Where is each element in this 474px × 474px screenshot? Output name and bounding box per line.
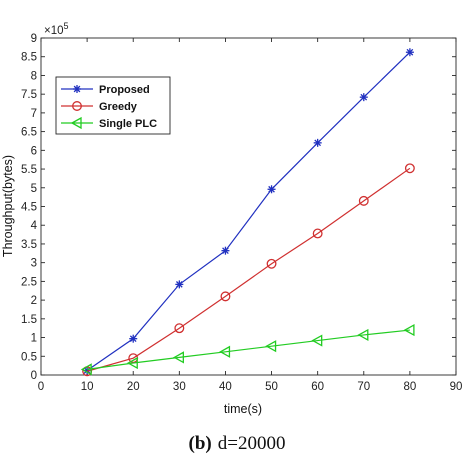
- data-point: [405, 48, 414, 57]
- data-point: [359, 93, 368, 102]
- legend-label: Proposed: [99, 84, 150, 96]
- x-tick-label: 0: [38, 381, 44, 393]
- series-line: [86, 167, 411, 372]
- y-tick-label: 6: [31, 145, 37, 157]
- data-point: [126, 356, 138, 370]
- y-axis-label: Throughput(bytes): [1, 155, 15, 257]
- x-tick-label: 40: [219, 381, 232, 393]
- x-tick-label: 70: [357, 381, 370, 393]
- y-tick-label: 9: [31, 33, 37, 45]
- caption-label: (b): [189, 433, 212, 454]
- caption-text: d=20000: [218, 433, 286, 454]
- data-point: [265, 340, 277, 353]
- legend-marker: [72, 101, 82, 111]
- data-point: [358, 195, 369, 206]
- y-tick-label: 5.5: [21, 164, 37, 176]
- y-tick-label: 3: [31, 258, 37, 270]
- x-tick-label: 80: [403, 381, 416, 393]
- y-axis: 0 0.5 1 1.5 2 2.5 3 3.5 4 4.5 5 5.5 6 6.5 7 7.5 8 8.5 9: [21, 33, 456, 382]
- y-tick-label: 4: [31, 220, 38, 232]
- y-tick-label: 8.5: [21, 52, 37, 64]
- y-tick-label: 7: [31, 108, 37, 120]
- x-axis-label: time(s): [224, 402, 262, 416]
- data-point: [172, 351, 184, 364]
- legend: Proposed Greedy Single PLC: [55, 76, 171, 135]
- data-point: [129, 334, 138, 343]
- x-tick-label: 30: [173, 381, 186, 393]
- x-axis: 0 10 20 30 40 50 60 70 80 90: [38, 38, 463, 393]
- y-exponent: ×105: [44, 21, 69, 37]
- y-tick-label: 0.5: [21, 351, 37, 363]
- data-point: [220, 291, 231, 302]
- y-tick-label: 1: [31, 333, 37, 345]
- y-tick-label: 4.5: [21, 202, 37, 214]
- legend-label: Single PLC: [99, 118, 157, 130]
- data-point: [221, 246, 230, 255]
- data-point: [80, 363, 92, 376]
- data-point: [175, 280, 184, 289]
- data-point: [403, 323, 415, 337]
- y-tick-label: 2.5: [21, 276, 37, 288]
- y-tick-label: 6.5: [21, 127, 37, 139]
- data-point: [266, 258, 277, 269]
- y-tick-label: 5: [31, 183, 37, 195]
- y-tick-label: 2: [31, 295, 37, 307]
- data-point: [267, 185, 276, 194]
- x-tick-label: 10: [81, 381, 94, 393]
- x-tick-label: 90: [450, 381, 463, 393]
- data-point: [404, 163, 415, 174]
- figure-caption: (b) d=20000: [189, 433, 286, 454]
- x-tick-label: 60: [311, 381, 324, 393]
- data-point: [313, 138, 322, 147]
- data-point: [312, 228, 323, 239]
- legend-label: Greedy: [99, 101, 138, 113]
- data-point: [311, 334, 323, 347]
- data-point: [357, 328, 369, 342]
- legend-marker: [73, 85, 81, 93]
- y-tick-label: 3.5: [21, 239, 37, 251]
- series-line: [87, 329, 410, 370]
- data-point: [219, 345, 231, 358]
- x-tick-label: 50: [265, 381, 278, 393]
- y-tick-label: 7.5: [21, 89, 37, 101]
- data-point: [174, 323, 185, 334]
- series-line: [86, 51, 411, 372]
- y-tick-label: 0: [31, 370, 37, 382]
- x-tick-label: 20: [127, 381, 140, 393]
- y-tick-label: 1.5: [21, 314, 37, 326]
- legend-marker: [70, 116, 82, 130]
- series-layer: [80, 48, 415, 377]
- y-tick-label: 8: [31, 70, 37, 82]
